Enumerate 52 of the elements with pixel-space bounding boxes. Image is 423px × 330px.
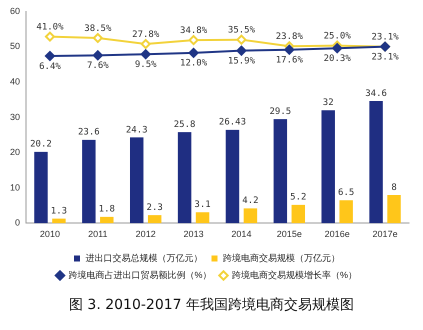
x-tick-label: 2013 bbox=[184, 229, 204, 240]
data-label: 32 bbox=[322, 98, 334, 108]
y-tick-label: 30 bbox=[10, 112, 20, 122]
y-tick-label: 50 bbox=[10, 41, 20, 52]
data-label: 6.4% bbox=[39, 62, 62, 72]
data-label: 1.3 bbox=[50, 206, 68, 216]
data-label: 34.8% bbox=[180, 26, 208, 36]
legend-label: 跨境电商交易规模（万亿元） bbox=[223, 252, 340, 263]
data-label: 6.5 bbox=[338, 188, 354, 198]
x-tick-label: 2010 bbox=[40, 229, 60, 240]
y-tick-label: 40 bbox=[10, 76, 20, 86]
data-label: 25.8 bbox=[174, 120, 196, 130]
data-label: 3.1 bbox=[194, 200, 211, 210]
x-tick-label: 2015e bbox=[276, 229, 302, 240]
data-label: 23.8% bbox=[276, 32, 304, 42]
data-label: 34.6 bbox=[365, 88, 387, 99]
data-label: 26.43 bbox=[218, 118, 246, 128]
data-label: 20.3% bbox=[324, 54, 352, 64]
x-tick-label: 2017e bbox=[372, 229, 398, 240]
data-label: 12.0% bbox=[180, 58, 208, 69]
data-label: 38.5% bbox=[84, 24, 112, 34]
data-label: 9.5% bbox=[134, 60, 158, 70]
data-label: 8 bbox=[391, 182, 397, 193]
data-label: 35.5% bbox=[228, 26, 256, 36]
data-label: 23.1% bbox=[372, 32, 400, 42]
text: 图 3. 2010-2017 年我国跨境电商交易规模图 bbox=[68, 296, 356, 314]
data-label: 2.3 bbox=[146, 202, 163, 213]
y-tick-label: 60 bbox=[10, 6, 20, 16]
data-label: 4.2 bbox=[242, 196, 259, 206]
y-tick-label: 20 bbox=[10, 147, 20, 158]
x-tick-label: 2011 bbox=[88, 229, 108, 240]
data-label: 7.6% bbox=[86, 61, 110, 72]
data-label: 41.0% bbox=[36, 22, 64, 32]
data-label: 27.8% bbox=[132, 30, 160, 40]
data-label: 17.6% bbox=[276, 56, 304, 66]
data-label: 1.8 bbox=[98, 204, 115, 215]
x-tick-label: 2012 bbox=[136, 229, 156, 240]
legend-label: 跨境电商交易规模增长率（%） bbox=[232, 270, 358, 280]
data-label: 29.5 bbox=[269, 106, 292, 117]
legend-label: 跨境电商占进出口贸易额比例（%） bbox=[68, 270, 212, 280]
y-tick-label: 0 bbox=[14, 218, 20, 228]
data-label: 24.3 bbox=[126, 125, 148, 136]
x-tick-label: 2016e bbox=[324, 229, 350, 240]
data-label: 15.9% bbox=[228, 56, 256, 67]
data-label: 23.6 bbox=[78, 128, 100, 138]
data-label: 23.1% bbox=[372, 52, 400, 62]
data-label: 5.2 bbox=[290, 192, 306, 203]
y-tick-label: 10 bbox=[10, 182, 20, 192]
data-label: 20.2 bbox=[30, 140, 52, 150]
x-tick-label: 2014 bbox=[231, 229, 252, 240]
data-label: 25.0% bbox=[324, 31, 352, 42]
legend-label: 进出口交易总规模（万亿元） bbox=[86, 252, 202, 263]
